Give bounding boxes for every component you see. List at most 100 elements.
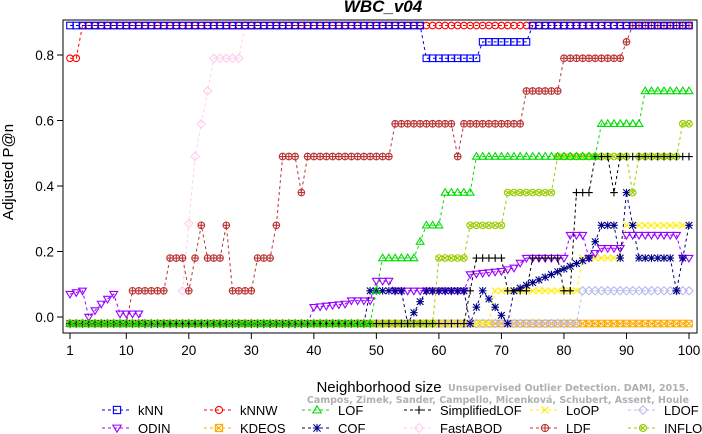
data-point-simplifiedlof xyxy=(460,319,468,328)
data-point-simplifiedlof xyxy=(566,287,575,295)
data-point-cof xyxy=(391,287,399,295)
data-point-inflo xyxy=(491,221,500,230)
data-point-ldf xyxy=(134,287,143,295)
data-point-odin xyxy=(621,231,632,241)
data-point-cof xyxy=(497,311,506,320)
data-point-odin xyxy=(321,302,332,311)
data-point-lof xyxy=(465,187,476,196)
data-point-lof xyxy=(396,253,407,262)
series-line-fastabod xyxy=(182,25,252,291)
data-point-ldf xyxy=(241,287,249,295)
data-point-cof xyxy=(366,287,374,295)
series-line-odin xyxy=(69,234,689,325)
data-point-cof xyxy=(372,287,381,295)
data-point-lof xyxy=(515,151,526,160)
legend-item-ldof: LDOF xyxy=(628,403,699,418)
data-point-cof xyxy=(641,254,650,262)
data-point-knn xyxy=(522,38,531,46)
data-point-cof xyxy=(560,265,568,273)
data-point-lof xyxy=(333,318,344,327)
data-point-odin xyxy=(77,287,88,296)
data-point-lof xyxy=(283,318,294,327)
data-point-ldf xyxy=(560,54,568,63)
data-point-loop xyxy=(654,221,662,229)
data-point-lof xyxy=(471,151,482,160)
data-point-inflo xyxy=(478,221,487,230)
data-point-lof xyxy=(440,187,451,196)
data-point-odin xyxy=(565,231,576,241)
data-point-ldof xyxy=(665,285,676,296)
data-point-lof xyxy=(521,151,532,160)
data-point-inflo xyxy=(685,120,693,128)
data-point-cof xyxy=(528,278,537,287)
data-point-ldf xyxy=(553,87,562,95)
data-point-ldf xyxy=(322,152,331,161)
data-point-lof xyxy=(677,86,688,95)
data-point-lof xyxy=(108,318,119,327)
data-point-odin xyxy=(521,254,532,264)
data-point-ldf xyxy=(216,254,224,262)
y-tick-label: 0.0 xyxy=(35,310,54,325)
data-point-loop xyxy=(572,287,581,295)
data-point-ldf xyxy=(391,120,399,128)
data-point-odin xyxy=(402,287,413,296)
data-point-cof xyxy=(410,308,418,317)
legend-marker-kdeos xyxy=(214,423,224,433)
data-point-loop xyxy=(478,319,487,328)
data-point-loop xyxy=(535,287,543,295)
data-point-lof xyxy=(602,118,613,127)
data-point-lof xyxy=(290,318,300,327)
data-point-lof xyxy=(452,187,463,196)
data-point-ldof xyxy=(590,285,601,296)
plot-frame xyxy=(62,19,698,334)
data-point-ldof xyxy=(546,318,557,329)
data-point-lof xyxy=(384,253,394,262)
legend-label-loop: LoOP xyxy=(566,403,599,418)
data-point-loop xyxy=(554,287,562,295)
data-point-lof xyxy=(190,318,200,327)
legend-label-lof: LOF xyxy=(338,403,363,418)
data-point-ldof xyxy=(559,318,569,329)
data-point-loop xyxy=(666,221,674,229)
data-point-ldf xyxy=(266,254,274,262)
legend-item-fastabod: FastABOD xyxy=(404,421,502,434)
data-point-odin xyxy=(477,269,488,279)
data-point-ldf xyxy=(297,188,306,197)
legend-item-cof: COF xyxy=(302,421,366,434)
data-point-inflo xyxy=(460,254,468,262)
data-point-ldf xyxy=(372,152,381,161)
data-point-lof xyxy=(665,86,676,95)
data-point-cof xyxy=(666,254,675,262)
data-point-cof xyxy=(635,254,643,262)
data-point-ldof xyxy=(521,318,532,329)
data-point-ldof xyxy=(659,285,669,296)
data-point-ldof xyxy=(602,285,613,296)
data-point-lof xyxy=(115,318,125,327)
data-point-lof xyxy=(634,118,644,127)
data-point-cof xyxy=(672,287,681,295)
data-point-simplifiedlof xyxy=(610,188,618,197)
data-point-lof xyxy=(359,318,369,327)
data-point-odin xyxy=(333,301,344,310)
x-tick-label: 20 xyxy=(181,343,196,358)
data-point-lof xyxy=(277,318,288,327)
data-point-odin xyxy=(315,303,325,312)
data-point-ldf xyxy=(184,287,193,295)
data-point-cof xyxy=(578,256,587,265)
data-point-inflo xyxy=(541,188,550,197)
data-point-lof xyxy=(365,318,375,327)
plot-area xyxy=(65,20,694,329)
data-point-lof xyxy=(321,318,332,327)
data-point-lof xyxy=(540,151,551,160)
data-point-ldf xyxy=(309,152,318,161)
data-point-fastabod xyxy=(215,53,225,64)
data-point-cof xyxy=(460,287,468,295)
data-point-odin xyxy=(615,245,626,254)
data-point-odin xyxy=(559,254,569,264)
data-point-odin xyxy=(665,231,676,241)
data-point-lof xyxy=(165,318,175,327)
data-point-lof xyxy=(96,318,107,327)
data-point-ldf xyxy=(403,120,412,128)
data-point-lof xyxy=(371,285,382,294)
axes: 1 10 20 30 40 50 60 70 80 90 100 0.0 0.2 0.4 0.6 0.8 xyxy=(35,19,700,358)
